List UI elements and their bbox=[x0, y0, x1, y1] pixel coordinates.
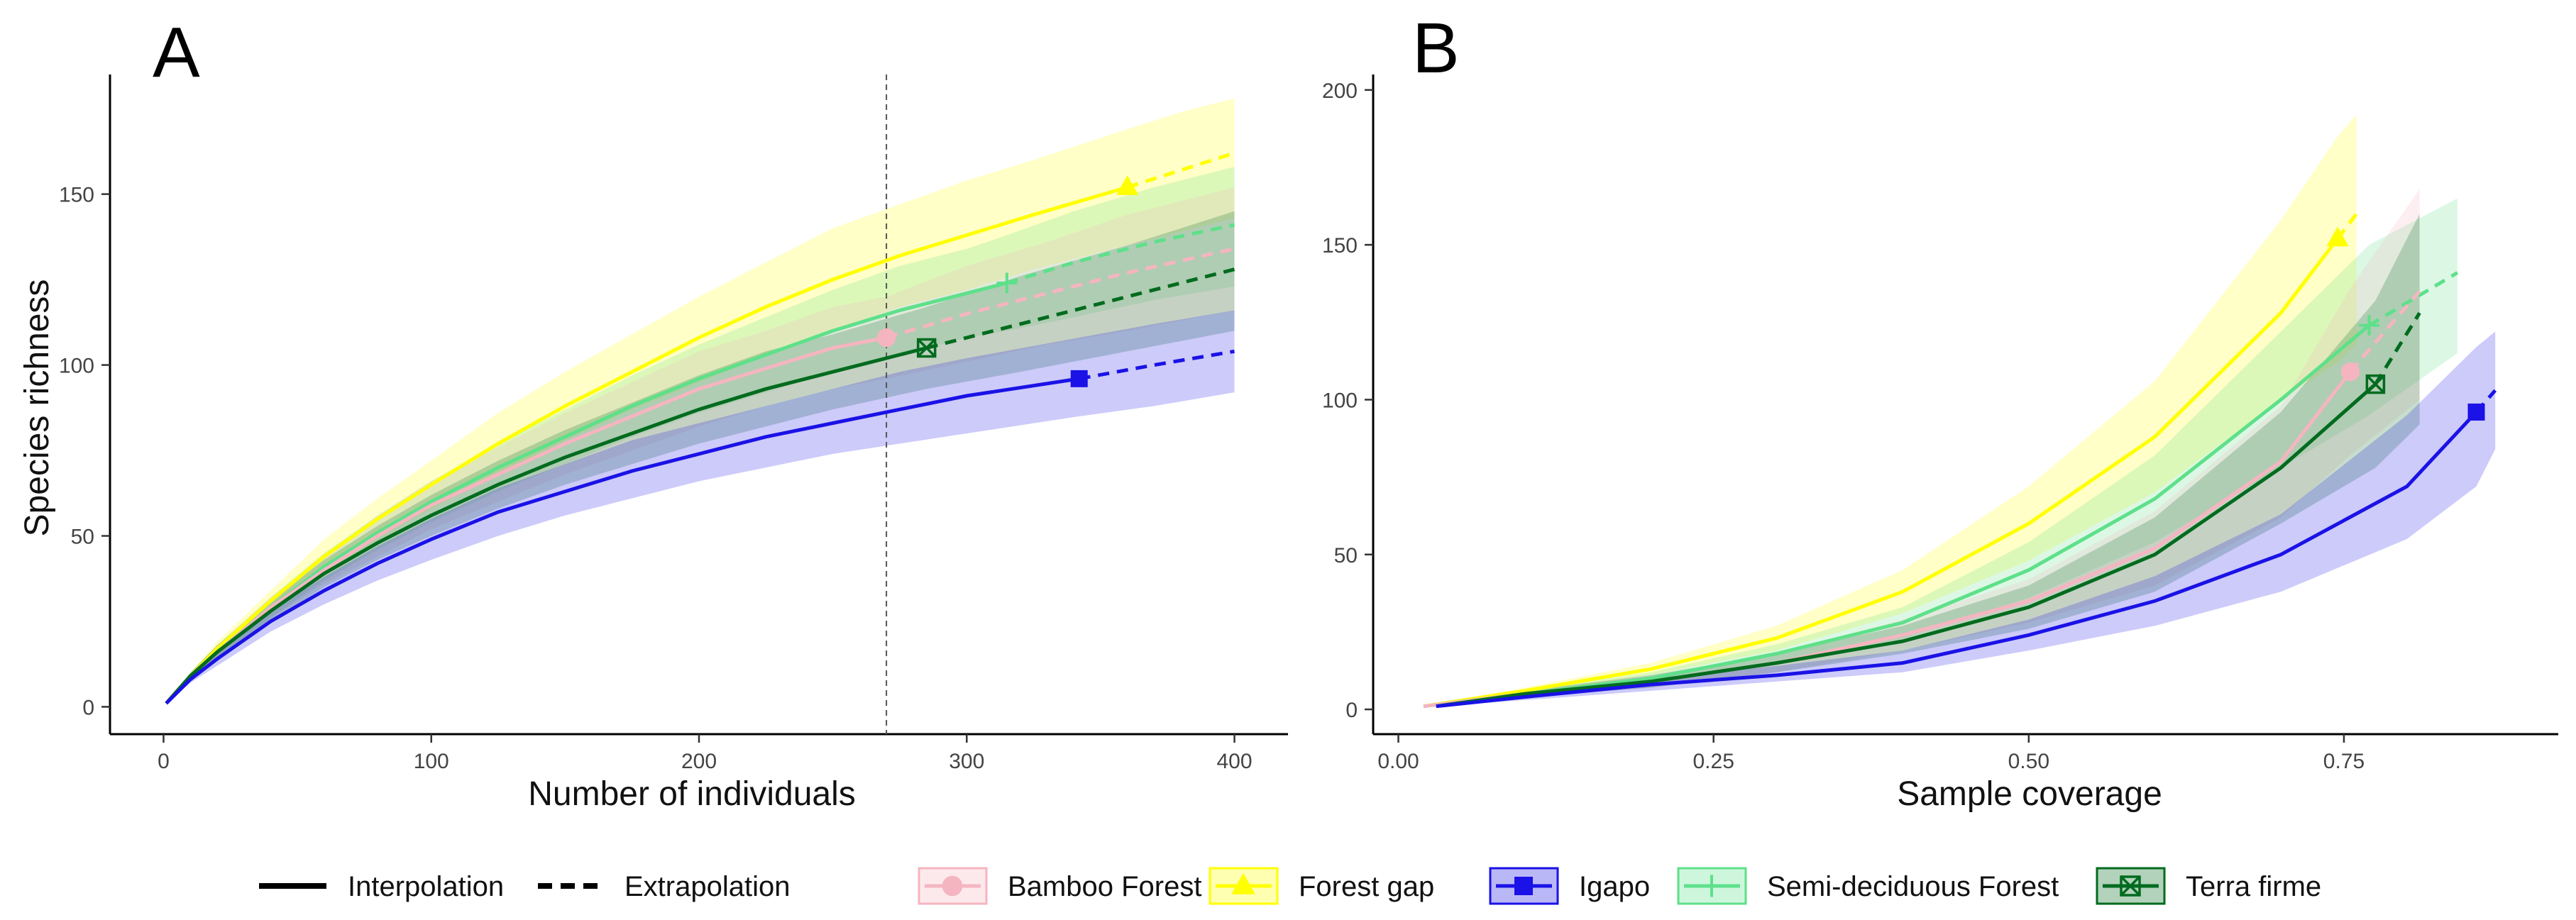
x-tick-label: 0.00 bbox=[1377, 750, 1419, 773]
extrapolation-line-semi-deciduous-forest bbox=[1006, 223, 1235, 285]
x-tick-label: 300 bbox=[949, 750, 984, 773]
site-legend: Bamboo Forest Forest gap Igapo Semi-deciduo… bbox=[918, 867, 2321, 905]
observed-point-igapo bbox=[2467, 403, 2485, 421]
interpolation-line-terra-firme bbox=[165, 346, 928, 705]
x-tick-label: 200 bbox=[681, 750, 717, 773]
observed-point-bamboo-forest bbox=[2340, 362, 2360, 382]
circle-marker bbox=[942, 875, 963, 897]
legend-marker bbox=[1700, 875, 1723, 897]
legend-label: Bamboo Forest bbox=[1008, 871, 1201, 902]
circle-marker bbox=[2340, 362, 2360, 382]
legend-item-semi-deciduous-forest: Semi-deciduous Forest bbox=[1677, 867, 2059, 905]
confidence-band-forest-gap bbox=[166, 98, 1235, 704]
observed-point-terra-firme bbox=[916, 338, 937, 358]
legend-label: Terra firme bbox=[2186, 871, 2321, 902]
plus-marker bbox=[2359, 315, 2379, 336]
panel-label-b: B bbox=[1412, 9, 1460, 88]
legend-label: Forest gap bbox=[1299, 871, 1434, 902]
square-marker bbox=[1070, 370, 1088, 387]
plot-a: 0 100 200 300 400 0 50 100 150 bbox=[59, 74, 1288, 773]
legend-marker bbox=[2120, 875, 2141, 897]
panel-a: A 0 100 200 300 400 0 50 100 150 Number of indiv… bbox=[18, 13, 1288, 813]
y-tick-label: 100 bbox=[59, 355, 94, 378]
interpolation-line-terra-firme bbox=[1436, 382, 2377, 709]
observed-point-terra-firme bbox=[2365, 374, 2386, 394]
observed-point-semi-deciduous-forest bbox=[2359, 315, 2379, 336]
box-x-marker bbox=[916, 338, 937, 358]
interpolation-line-igapo bbox=[1436, 411, 2478, 709]
extrapolation-line-semi-deciduous-forest bbox=[2368, 271, 2459, 327]
x-tick-label: 0 bbox=[158, 750, 170, 773]
panel-b: B 0.00 0.25 0.50 0.75 0 50 100 150 200 Sample co… bbox=[1322, 9, 2558, 813]
legend-label: Igapo bbox=[1579, 871, 1650, 902]
y-tick-label: 0 bbox=[82, 696, 94, 719]
square-marker bbox=[2467, 403, 2485, 421]
y-tick-label: 0 bbox=[1345, 699, 1358, 722]
square-marker bbox=[1514, 877, 1533, 895]
y-axis-label-a: Species richness bbox=[18, 279, 56, 537]
legend-marker bbox=[942, 875, 963, 897]
observed-point-semi-deciduous-forest bbox=[996, 272, 1018, 294]
legend-label-interpolation: Interpolation bbox=[348, 871, 504, 902]
confidence-band-semi-deciduous-forest bbox=[1424, 198, 2457, 706]
observed-point-forest-gap bbox=[2326, 226, 2349, 247]
x-tick-label: 100 bbox=[414, 750, 449, 773]
interpolation-line-forest-gap bbox=[165, 185, 1128, 705]
y-tick-label: 150 bbox=[1322, 234, 1358, 257]
plot-b: 0.00 0.25 0.50 0.75 0 50 100 150 200 bbox=[1322, 74, 2558, 773]
legend-item-terra-firme: Terra firme bbox=[2096, 867, 2321, 905]
confidence-band-forest-gap bbox=[1424, 114, 2357, 706]
x-axis-label-b: Sample coverage bbox=[1897, 775, 2162, 813]
confidence-band-semi-deciduous-forest bbox=[166, 167, 1235, 704]
legend-item-interpolation: Interpolation bbox=[259, 871, 504, 902]
box-x-marker bbox=[2365, 374, 2386, 394]
x-tick-label: 0.75 bbox=[2323, 750, 2365, 773]
triangle-marker bbox=[1116, 175, 1139, 195]
extrapolation-line-terra-firme bbox=[926, 267, 1235, 350]
x-axis-label-a: Number of individuals bbox=[528, 775, 856, 813]
legend-item-igapo: Igapo bbox=[1489, 867, 1650, 905]
interpolation-line-forest-gap bbox=[1423, 237, 2340, 709]
confidence-band-bamboo-forest bbox=[166, 187, 1235, 704]
legend: Interpolation Extrapolation Bamboo Fores… bbox=[259, 867, 2321, 905]
x-tick-label: 0.25 bbox=[1692, 750, 1734, 773]
observed-point-forest-gap bbox=[1116, 175, 1139, 195]
box-x-marker bbox=[2120, 875, 2141, 897]
legend-label-extrapolation: Extrapolation bbox=[624, 871, 790, 902]
observed-point-igapo bbox=[1070, 370, 1088, 387]
observed-point-bamboo-forest bbox=[876, 328, 896, 348]
legend-marker bbox=[1231, 872, 1255, 894]
confidence-band-igapo bbox=[166, 310, 1235, 704]
plus-marker bbox=[996, 272, 1018, 294]
extrapolation-line-igapo bbox=[1079, 349, 1235, 381]
legend-label: Semi-deciduous Forest bbox=[1767, 871, 2059, 902]
y-tick-label: 200 bbox=[1322, 79, 1358, 103]
circle-marker bbox=[876, 328, 896, 348]
x-tick-label: 0.50 bbox=[2008, 750, 2049, 773]
triangle-marker bbox=[1231, 872, 1255, 894]
y-tick-label: 50 bbox=[1334, 544, 1358, 567]
extrapolation-line-terra-firme bbox=[2374, 311, 2421, 385]
y-tick-label: 150 bbox=[59, 184, 94, 207]
confidence-band-igapo bbox=[1436, 331, 2496, 706]
legend-item-bamboo-forest: Bamboo Forest bbox=[918, 867, 1201, 905]
panel-label-a: A bbox=[153, 13, 200, 92]
y-tick-label: 100 bbox=[1322, 389, 1358, 412]
legend-item-extrapolation: Extrapolation bbox=[538, 871, 790, 902]
legend-item-forest-gap: Forest gap bbox=[1209, 867, 1434, 905]
confidence-band-terra-firme bbox=[166, 211, 1235, 704]
x-tick-label: 400 bbox=[1217, 750, 1253, 773]
triangle-marker bbox=[2326, 226, 2349, 247]
plus-marker bbox=[1700, 875, 1723, 897]
y-tick-label: 50 bbox=[71, 526, 94, 549]
interpolation-line-igapo bbox=[165, 377, 1080, 705]
legend-marker bbox=[1514, 877, 1533, 895]
